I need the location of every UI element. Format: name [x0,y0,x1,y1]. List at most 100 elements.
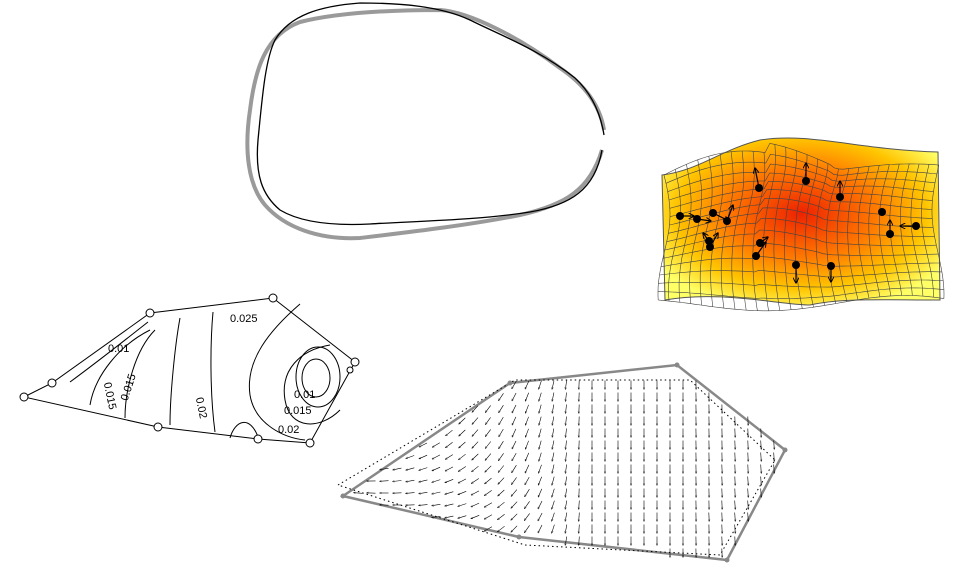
vector-arrow [525,476,530,485]
vector-arrow [565,380,567,390]
vector-arrow [761,464,762,474]
vector-arrow [538,512,543,521]
contour-label-6: 0.01 [294,389,315,401]
vector-arrow [552,440,555,450]
contour-label-5: 0.025 [230,313,258,325]
vector-arrow [458,515,467,519]
vector-arrow [406,479,415,482]
contour-label-2: 0.015 [101,381,118,410]
deformation-grid-lines [657,143,945,312]
grid-column-line [657,174,671,301]
vector-arrow [565,500,568,510]
vector-arrow [472,429,479,437]
vector-arrow [511,513,518,520]
vector-arrow [565,476,567,486]
vector-arrow [565,488,567,498]
vector-arrow [524,513,530,520]
vector-arrow [524,501,530,508]
vector-arrow [459,429,466,436]
vector-arrow [497,514,505,519]
vector-arrow [419,454,428,459]
vector-arrow [539,416,542,426]
vector-arrow [524,525,530,532]
grid-landmark-arrow [703,233,710,242]
vector-arrow [552,476,555,486]
vector-arrow [393,467,402,470]
vector-arrow [432,504,441,505]
vector-arrow [566,392,567,402]
vector-arrow [566,404,567,414]
vector-arrow [566,428,567,438]
vector-arrow [735,500,736,510]
vector-arrow [498,465,505,473]
vector-arrow [774,440,775,450]
grid-landmark-arrow [709,233,718,248]
target-outline [256,2,605,226]
contour-lines [69,303,341,441]
grid-column-line [784,150,797,310]
grid-column-line [857,166,870,299]
vector-arrow [566,452,567,462]
vector-arrow [512,428,517,437]
vector-arrow [552,392,555,402]
grid-column-line [668,169,681,302]
vector-arrow [484,502,493,508]
outline-comparison-panel [245,2,606,241]
vector-arrow [525,428,529,437]
vector-arrow [512,452,517,461]
vector-arrow [525,464,530,473]
vector-arrow [552,404,555,414]
vector-arrow [471,490,480,495]
vector-arrow [552,428,555,438]
grid-column-line [868,165,881,297]
vector-arrow [512,416,517,425]
vector-arrow [498,453,504,460]
reference-outline [245,7,606,241]
vector-arrow [419,442,428,447]
vector-arrow [432,516,441,517]
vector-arrow [512,380,517,389]
vector-arrow [498,477,505,485]
vector-arrow [565,464,567,474]
vector-arrow [419,492,428,493]
vector-arrow [761,476,762,486]
vector-arrow [472,405,479,413]
vector-arrow [511,489,518,497]
grid-column-line [805,158,818,308]
grid-column-line [931,164,945,299]
grid-column-line [763,144,776,311]
vector-arrow [484,490,492,495]
vector-arrow [539,428,542,438]
grid-column-line [699,156,713,306]
grid-landmark-arrow [755,168,760,189]
vector-arrow [406,493,415,494]
vector-arrow [445,454,453,460]
vector-arrow [512,465,517,473]
vector-arrow [761,452,762,462]
vector-arrow [579,500,580,510]
vector-arrow [579,524,580,534]
vector-arrow [538,476,542,485]
vector-arrow [539,464,542,473]
vector-arrow [432,479,441,483]
vector-arrow [471,478,479,484]
vector-arrow [538,488,543,497]
contour-label-8: 0.02 [278,424,299,436]
vector-arrow [471,502,480,507]
vector-arrow [445,442,453,447]
vector-arrow [445,503,454,506]
contour-boundary [22,297,356,444]
vector-arrow [539,380,542,390]
vector-arrow [485,465,492,472]
vector-arrow [432,442,440,448]
grid-landmark-arrow [755,242,766,257]
vector-field-panel [336,362,788,563]
grid-column-line [752,152,766,311]
contour-label-1: 0.01 [108,343,129,355]
grid-column-line [836,168,849,302]
vector-arrow [459,417,466,424]
vector-arrow [525,489,530,497]
vector-arrow [499,428,504,437]
vector-arrow [354,493,363,494]
vector-arrow [539,392,542,402]
